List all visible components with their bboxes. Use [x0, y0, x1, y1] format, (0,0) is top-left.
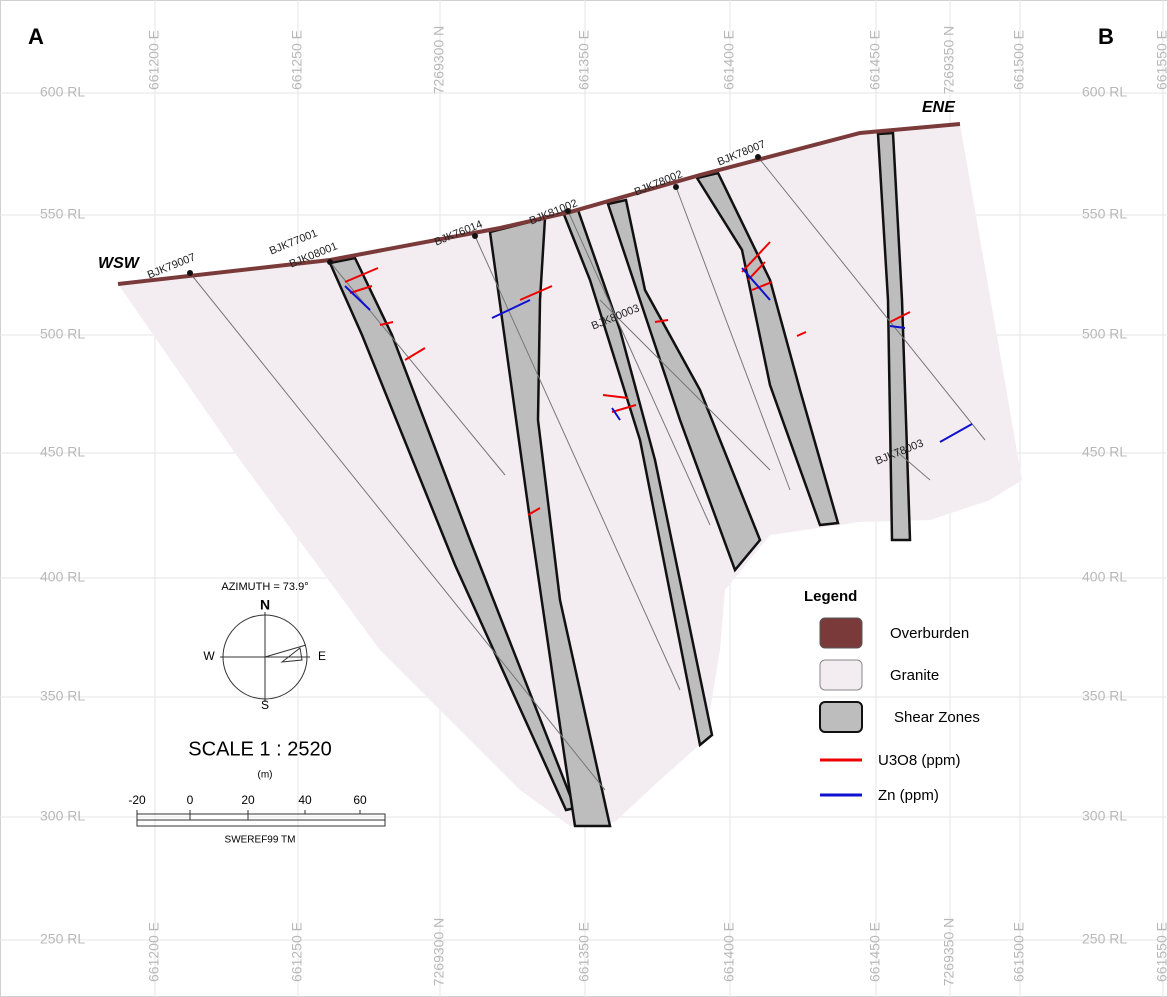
rl-label: 300 RL	[40, 808, 85, 824]
easting-label: 661450 E	[867, 30, 883, 90]
azimuth: AZIMUTH = 73.9°	[221, 581, 308, 593]
compass-south: S	[261, 698, 269, 712]
shear-zone	[606, 198, 762, 573]
direction-label: WSW	[98, 255, 141, 272]
scale-title: SCALE 1 : 2520	[188, 738, 331, 760]
scale-tick-label: 0	[187, 793, 194, 807]
drillholes	[189, 156, 986, 791]
shear-zone	[695, 171, 840, 527]
rl-label: 250 RL	[1082, 931, 1127, 947]
legend-item: Granite	[890, 667, 939, 684]
scale-unit: (m)	[258, 770, 273, 781]
easting-label: 661250 E	[289, 922, 305, 982]
rl-label: 400 RL	[1082, 569, 1127, 585]
scale-tick-label: 20	[241, 793, 255, 807]
easting-label: 661200 E	[146, 922, 162, 982]
scale-tick-label: 40	[298, 793, 312, 807]
easting-label: 7269350 N	[941, 918, 957, 987]
easting-label: 661400 E	[721, 30, 737, 90]
scale-datum: SWEREF99 TM	[225, 835, 296, 846]
shear-zone	[561, 208, 714, 748]
easting-label: 661450 E	[867, 922, 883, 982]
shear-zone	[876, 131, 912, 542]
direction-label: ENE	[922, 99, 956, 116]
easting-label: 661350 E	[576, 30, 592, 90]
easting-label: 661350 E	[576, 922, 592, 982]
panel-label: B	[1098, 24, 1114, 49]
rl-label: 500 RL	[1082, 326, 1127, 342]
compass: AZIMUTH = 73.9° N S W E	[203, 581, 326, 712]
scale-tick-label: -20	[128, 793, 146, 807]
collars	[187, 154, 761, 276]
rl-label: 450 RL	[1082, 444, 1127, 460]
scale-bar: SCALE 1 : 2520 (m) -20 0 20 40 60 SWEREF99 T…	[128, 738, 386, 846]
legend-item: U3O8 (ppm)	[878, 752, 961, 769]
shear-zone	[488, 216, 612, 828]
compass-east: E	[318, 649, 326, 663]
easting-label: 661500 E	[1011, 922, 1027, 982]
rl-label: 550 RL	[1082, 206, 1127, 222]
easting-label: 661250 E	[289, 30, 305, 90]
easting-label: 7269300 N	[431, 918, 447, 987]
easting-label: 661400 E	[721, 922, 737, 982]
rl-label: 400 RL	[40, 569, 85, 585]
rl-label: 300 RL	[1082, 808, 1127, 824]
easting-label: 661500 E	[1011, 30, 1027, 90]
scale-tick-label: 60	[353, 793, 367, 807]
legend: Legend Overburden Granite Shear Zones U3…	[804, 588, 980, 804]
panel-label: A	[28, 24, 44, 49]
assay-bars	[344, 241, 973, 516]
legend-title: Legend	[804, 588, 857, 605]
easting-label: 661550 E	[1154, 922, 1168, 982]
rl-label: 600 RL	[40, 84, 85, 100]
rl-label: 550 RL	[40, 206, 85, 222]
rl-label: 500 RL	[40, 326, 85, 342]
legend-item: Overburden	[890, 625, 969, 642]
rl-label: 450 RL	[40, 444, 85, 460]
compass-west: W	[203, 649, 215, 663]
rl-label: 250 RL	[40, 931, 85, 947]
rl-label: 350 RL	[1082, 688, 1127, 704]
rl-label: 600 RL	[1082, 84, 1127, 100]
easting-label: 661200 E	[146, 30, 162, 90]
granite	[118, 124, 1022, 826]
legend-item: Shear Zones	[894, 709, 980, 726]
easting-label: 661550 E	[1154, 30, 1168, 90]
rl-label: 350 RL	[40, 688, 85, 704]
compass-north: N	[260, 597, 270, 613]
legend-item: Zn (ppm)	[878, 787, 939, 804]
easting-label: 7269350 N	[941, 26, 957, 95]
easting-label: 7269300 N	[431, 26, 447, 95]
